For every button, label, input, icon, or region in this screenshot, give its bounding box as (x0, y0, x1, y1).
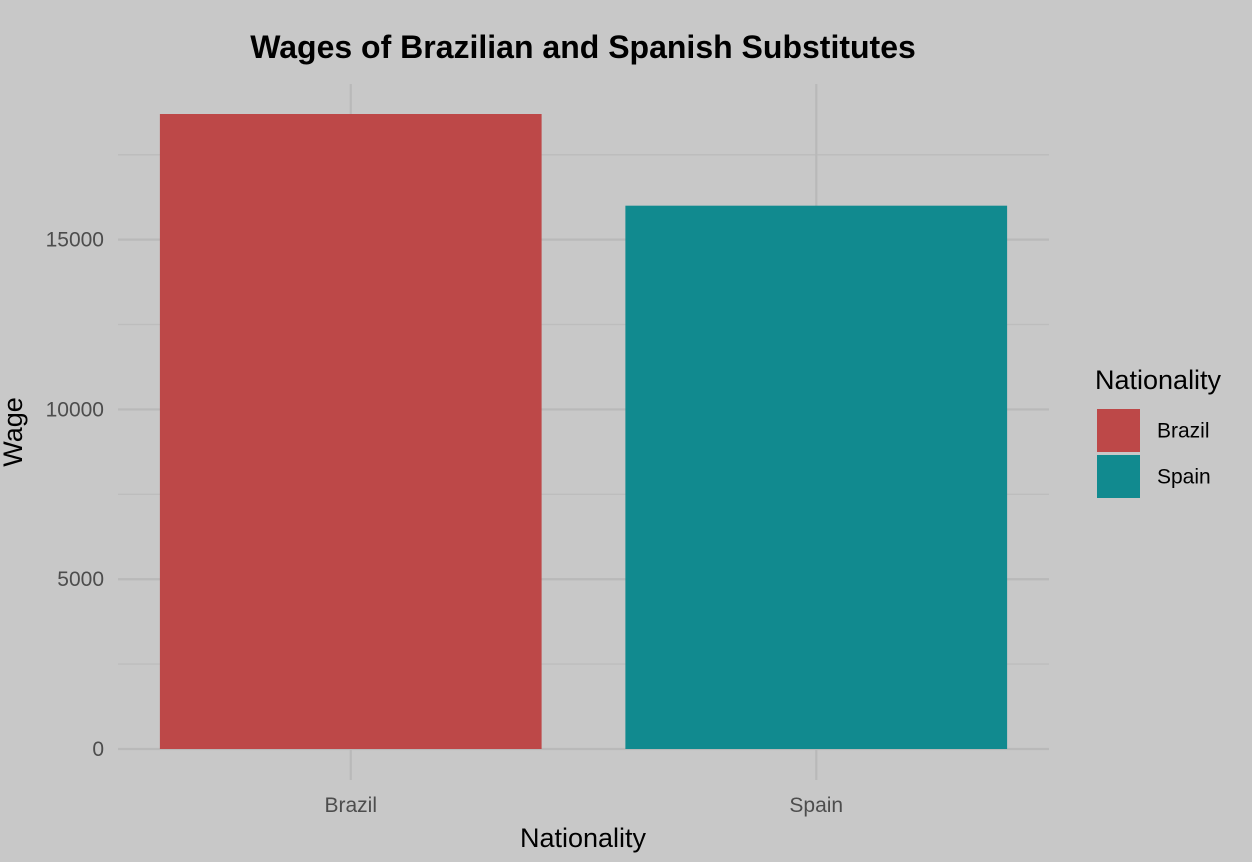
x-tick-label: Brazil (324, 794, 377, 817)
y-tick-label: 10000 (46, 398, 104, 421)
y-tick-labels: 0 5000 10000 15000 (46, 229, 104, 761)
legend-label: Brazil (1157, 420, 1210, 443)
legend-label: Spain (1157, 466, 1211, 489)
bars (159, 114, 1008, 749)
y-tick-label: 0 (92, 738, 104, 761)
y-axis-title: Wage (0, 397, 28, 467)
legend-title: Nationality (1095, 365, 1222, 395)
x-axis-title: Nationality (520, 823, 647, 853)
x-tick-labels: Brazil Spain (324, 794, 843, 817)
legend: Nationality Brazil Spain (1095, 365, 1222, 498)
y-tick-label: 5000 (57, 568, 104, 591)
y-tick-label: 15000 (46, 229, 104, 252)
bar-brazil (159, 114, 542, 749)
legend-key-spain (1097, 455, 1140, 498)
chart-title: Wages of Brazilian and Spanish Substitut… (250, 29, 916, 65)
legend-key-brazil (1097, 409, 1140, 452)
x-tick-label: Spain (789, 794, 843, 817)
bar-spain (625, 205, 1008, 749)
